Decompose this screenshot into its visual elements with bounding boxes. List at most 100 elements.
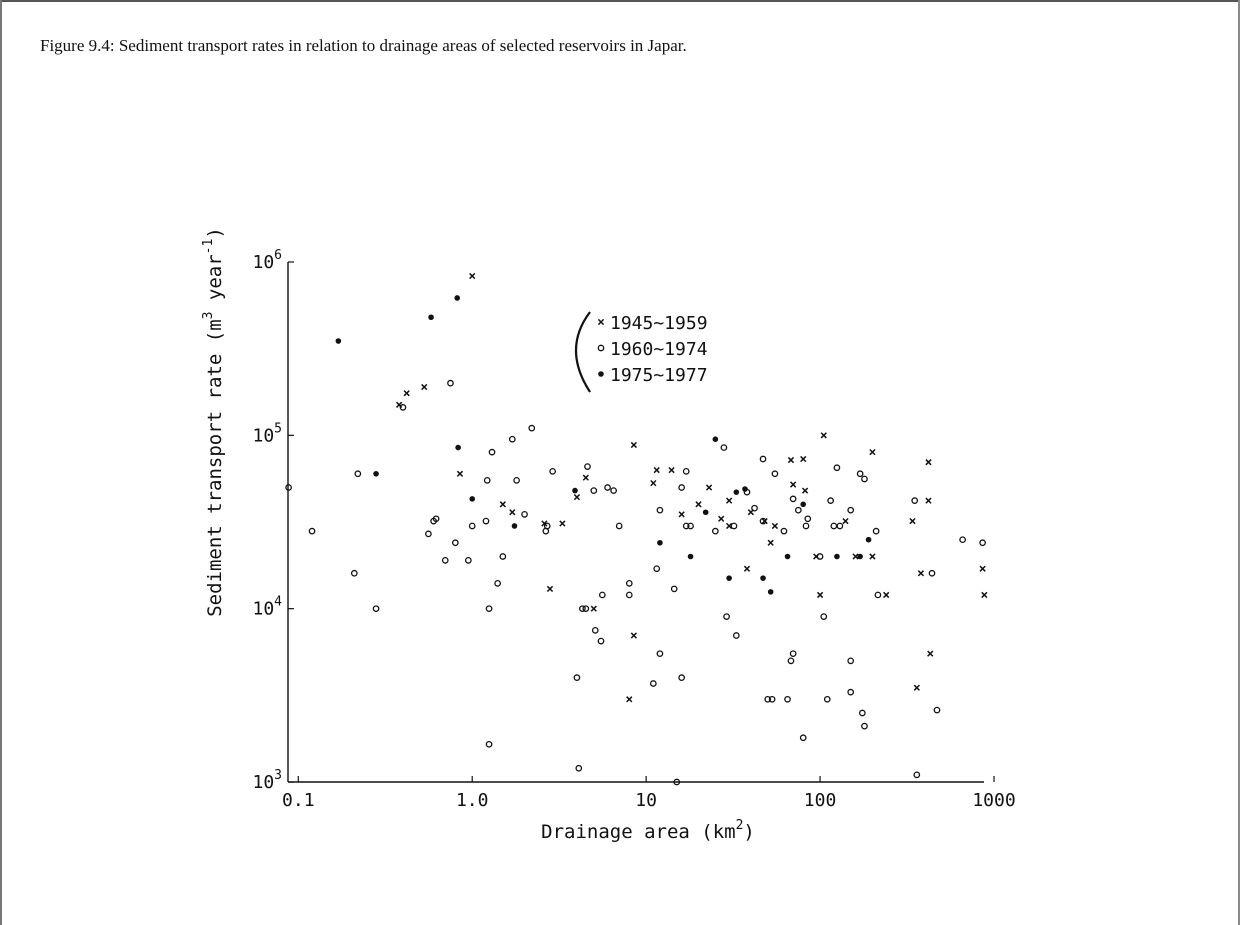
data-point-1945-1959 xyxy=(678,511,685,518)
data-point-1960-1974 xyxy=(789,495,797,503)
data-point-1945-1959 xyxy=(761,517,768,525)
y-axis-label: Sediment transport rate (m3 year-1) xyxy=(201,227,226,617)
data-point-1960-1974 xyxy=(350,569,358,577)
data-point-1945-1959 xyxy=(456,470,464,477)
data-point-1960-1974 xyxy=(673,778,681,786)
data-point-1975-1977 xyxy=(834,553,840,560)
data-point-1960-1974 xyxy=(804,515,812,523)
data-point-1960-1974 xyxy=(979,539,986,547)
data-point-1945-1959 xyxy=(725,522,733,530)
data-point-1960-1974 xyxy=(820,613,828,620)
data-point-1960-1974 xyxy=(573,674,581,681)
chart-marks xyxy=(285,272,988,786)
data-point-1960-1974 xyxy=(549,467,556,475)
x-tick-label: 100 xyxy=(804,790,837,811)
data-point-1945-1959 xyxy=(883,591,890,599)
data-point-1960-1974 xyxy=(656,650,664,658)
data-point-1945-1959 xyxy=(927,650,934,657)
data-point-1960-1974 xyxy=(959,536,966,544)
data-point-1975-1977 xyxy=(469,496,476,502)
data-point-1960-1974 xyxy=(508,435,516,443)
data-point-1945-1959 xyxy=(653,466,660,474)
data-point-1975-1977 xyxy=(800,501,807,508)
data-point-1945-1959 xyxy=(869,553,876,560)
data-point-1960-1974 xyxy=(682,467,690,475)
data-point-1960-1974 xyxy=(816,553,824,560)
data-point-1960-1974 xyxy=(847,506,855,514)
data-point-1975-1977 xyxy=(712,436,719,442)
data-point-1960-1974 xyxy=(485,605,493,613)
data-point-1960-1974 xyxy=(712,527,719,535)
data-point-1960-1974 xyxy=(447,379,454,387)
data-point-1960-1974 xyxy=(847,657,855,665)
data-point-1975-1977 xyxy=(454,295,461,301)
data-point-1960-1974 xyxy=(872,527,880,535)
data-point-1960-1974 xyxy=(285,484,292,491)
data-point-1945-1959 xyxy=(925,459,932,466)
data-point-1960-1974 xyxy=(856,470,864,478)
data-point-1975-1977 xyxy=(657,539,663,546)
data-point-1960-1974 xyxy=(372,605,380,613)
data-point-1945-1959 xyxy=(917,570,925,577)
data-point-1975-1977 xyxy=(687,553,694,560)
data-point-1960-1974 xyxy=(656,506,664,514)
data-point-1960-1974 xyxy=(485,740,493,748)
data-point-1960-1974 xyxy=(861,722,868,730)
data-point-1945-1959 xyxy=(650,479,657,487)
data-point-1945-1959 xyxy=(842,517,849,525)
data-point-1945-1959 xyxy=(590,605,597,612)
data-point-1960-1974 xyxy=(913,771,921,779)
data-point-1960-1974 xyxy=(482,517,490,525)
data-point-1960-1974 xyxy=(591,626,599,634)
data-point-1945-1959 xyxy=(421,383,428,391)
data-point-1960-1974 xyxy=(830,522,838,530)
data-point-1960-1974 xyxy=(933,706,941,714)
data-point-1960-1974 xyxy=(799,734,807,742)
data-point-1945-1959 xyxy=(913,684,920,691)
data-point-1960-1974 xyxy=(528,424,536,432)
data-point-1975-1977 xyxy=(373,470,379,477)
data-point-1960-1974 xyxy=(771,470,779,478)
data-point-1960-1974 xyxy=(584,463,591,470)
data-point-1945-1959 xyxy=(469,272,476,280)
data-point-1945-1959 xyxy=(546,585,554,593)
data-point-1960-1974 xyxy=(494,579,501,587)
data-point-1960-1974 xyxy=(354,470,362,478)
data-point-1975-1977 xyxy=(428,314,434,321)
data-point-1945-1959 xyxy=(668,466,675,474)
y-tick-label: 104 xyxy=(252,595,282,620)
data-point-1945-1959 xyxy=(541,520,548,527)
data-point-1960-1974 xyxy=(768,695,776,703)
data-point-1945-1959 xyxy=(695,501,702,508)
data-point-1945-1959 xyxy=(705,484,713,491)
data-point-1975-1977 xyxy=(760,575,766,581)
data-point-1945-1959 xyxy=(820,432,827,439)
y-tick-label: 105 xyxy=(252,421,282,446)
data-point-1960-1974 xyxy=(794,506,802,514)
data-point-1960-1974 xyxy=(833,464,841,472)
data-point-1975-1977 xyxy=(726,575,732,581)
data-point-1945-1959 xyxy=(626,696,633,703)
data-point-1975-1977 xyxy=(511,523,518,529)
data-point-1945-1959 xyxy=(509,509,516,516)
data-point-1975-1977 xyxy=(857,553,863,560)
data-point-1960-1974 xyxy=(911,497,919,504)
data-point-1960-1974 xyxy=(787,657,795,665)
page-frame-right xyxy=(1238,0,1240,925)
chart-legend: 1945~1959 1960~1974 1975~1977 xyxy=(574,311,708,393)
data-point-1960-1974 xyxy=(874,591,882,599)
data-point-1945-1959 xyxy=(979,565,986,572)
legend-label: 1975~1977 xyxy=(610,365,708,386)
legend-label: 1945~1959 xyxy=(610,313,708,334)
data-point-1945-1959 xyxy=(743,565,751,572)
data-point-1975-1977 xyxy=(784,553,791,560)
data-point-1960-1974 xyxy=(488,448,496,456)
data-point-1945-1959 xyxy=(573,494,581,501)
legend-marker xyxy=(598,371,604,377)
legend-label: 1960~1974 xyxy=(610,339,708,360)
data-point-1960-1974 xyxy=(649,680,657,687)
data-point-1945-1959 xyxy=(981,591,988,599)
x-tick-label: 0.1 xyxy=(282,790,315,811)
data-point-1960-1974 xyxy=(308,527,316,535)
